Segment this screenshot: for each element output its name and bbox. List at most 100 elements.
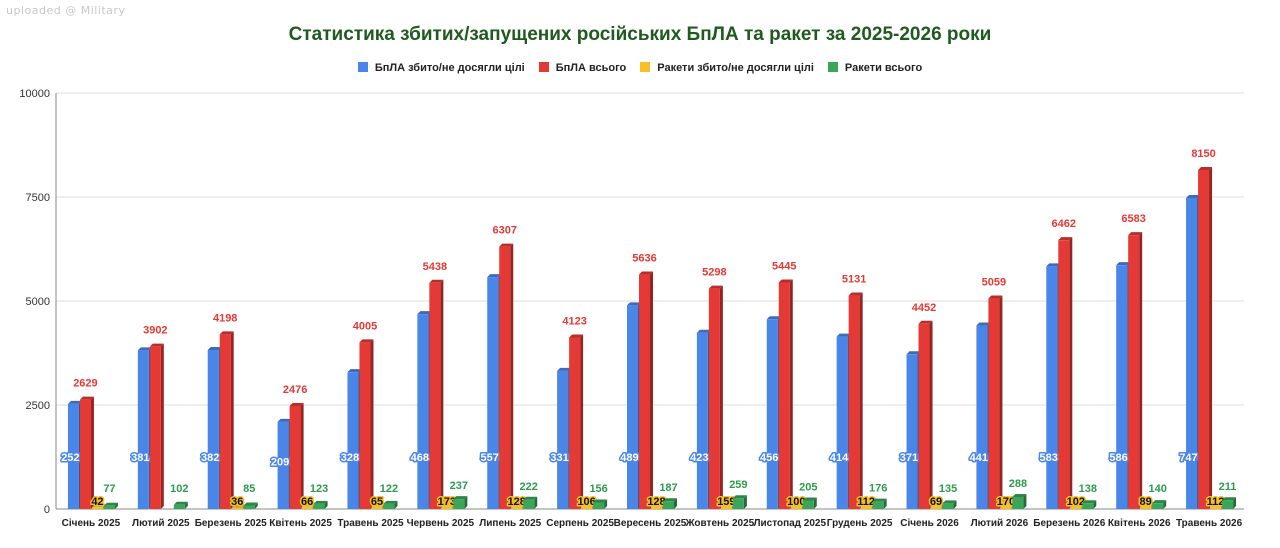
bar-face [720,502,732,509]
bar-face [371,506,383,509]
bar-top [848,292,863,296]
bar-face [732,498,744,509]
bar-top [581,501,596,505]
data-label: 5636 [632,253,656,265]
bar [848,292,863,509]
bar-top [1222,497,1237,501]
bar-side [1069,237,1073,510]
bar [593,499,608,509]
bar [173,501,188,509]
x-tick-label: Лютий 2026 [971,518,1029,529]
data-label: 6462 [1052,218,1076,230]
bar-top [1116,262,1131,266]
bar [1116,262,1131,509]
bar-top [347,369,362,373]
bar-face [942,503,954,509]
bar [696,329,711,509]
bar [103,502,118,509]
bar-face [1140,505,1152,509]
bar-side [674,498,677,509]
data-label: 4452 [912,302,936,314]
bar-top [696,329,711,333]
bar-top [627,302,641,306]
bar [766,316,781,509]
bar-top [371,503,386,507]
data-label: 42 [91,496,103,508]
bar-side [883,498,887,509]
data-label: 138 [1079,483,1097,495]
x-tick-label: Листопад 2025 [753,518,826,529]
bar-top [277,418,292,422]
bar [1152,500,1167,509]
bar-face [79,399,91,509]
bar-top [417,311,432,315]
bar-face [918,323,930,509]
bar-side [324,500,328,509]
data-label: 3902 [143,325,167,337]
bar-face [453,499,465,509]
bar [243,502,258,509]
data-label: 5298 [702,267,726,279]
bar-top [663,498,677,502]
bar-side [1233,497,1237,509]
bar-top [219,331,234,335]
bar-top [67,400,82,404]
bar [1128,232,1143,509]
bar [639,271,653,509]
bar-top [1058,237,1073,241]
bar-top [1046,263,1061,267]
bar [778,279,793,509]
bar-top [1140,502,1155,506]
bar-face [487,277,499,509]
bar-face [243,505,255,509]
bar-face [499,246,511,510]
bar-top [523,496,538,500]
data-label: 156 [589,483,607,495]
bar-face [778,282,790,509]
x-tick-label: Травень 2025 [337,518,404,529]
data-label: 2629 [73,378,97,390]
bar [313,500,328,509]
bar-face [790,504,802,509]
bar-face [383,503,395,509]
bar [627,302,641,509]
bar-top [557,367,572,371]
y-tick-label: 7500 [26,192,50,204]
bar [499,243,514,510]
data-label: 128 [508,496,526,508]
bar-top [499,243,514,247]
data-label: 77 [103,483,115,495]
bar-top [429,279,444,283]
bar-top [1128,232,1143,236]
bar-top [453,496,468,500]
bar-side [464,496,468,509]
bar-face [1082,503,1094,509]
bar-top [79,396,94,400]
x-tick-label: Березень 2026 [1033,518,1105,529]
bar [523,496,538,509]
bar-top [569,334,584,338]
legend-label: БпЛА збито/не досягли цілі [374,62,525,74]
bar-face [802,500,814,509]
bar-top [860,501,875,505]
y-tick-label: 0 [44,504,50,516]
bar-top [1186,194,1201,198]
bar-face [67,403,79,509]
legend-label: Ракети всього [844,62,923,74]
bar [79,396,94,509]
bar-top [766,316,781,320]
data-label: 211 [1219,481,1237,493]
watermark: uploaded @ Military [6,4,126,17]
bar-face [103,505,115,509]
data-label: 123 [310,483,328,495]
data-label: 112 [857,496,875,508]
bar [976,322,991,509]
bar-face [639,274,650,509]
bar-face [708,288,720,509]
legend-item: Ракети збито/не досягли цілі [640,62,814,74]
legend-swatch [827,62,838,72]
data-label: 5445 [772,260,796,272]
bar-side [953,500,957,509]
bar-face [1128,235,1140,509]
